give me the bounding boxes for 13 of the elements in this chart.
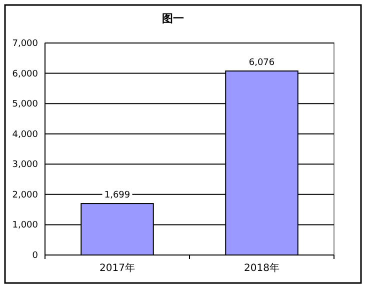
y-tick-label: 5,000	[12, 100, 38, 110]
chart-title: 图一	[162, 12, 184, 25]
x-tick-label: 2017年	[100, 262, 135, 274]
x-tick-label: 2018年	[244, 262, 280, 274]
y-tick-label: 3,000	[12, 160, 38, 170]
y-tick-label: 4,000	[12, 130, 38, 140]
y-tick-label: 0	[32, 251, 38, 261]
y-tick-label: 7,000	[12, 39, 38, 49]
data-label: 1,699	[104, 190, 130, 201]
y-tick-label: 1,000	[12, 220, 38, 231]
y-tick-label: 6,000	[12, 69, 38, 80]
data-label: 6,076	[248, 58, 275, 68]
y-tick-label: 2,000	[12, 190, 38, 200]
